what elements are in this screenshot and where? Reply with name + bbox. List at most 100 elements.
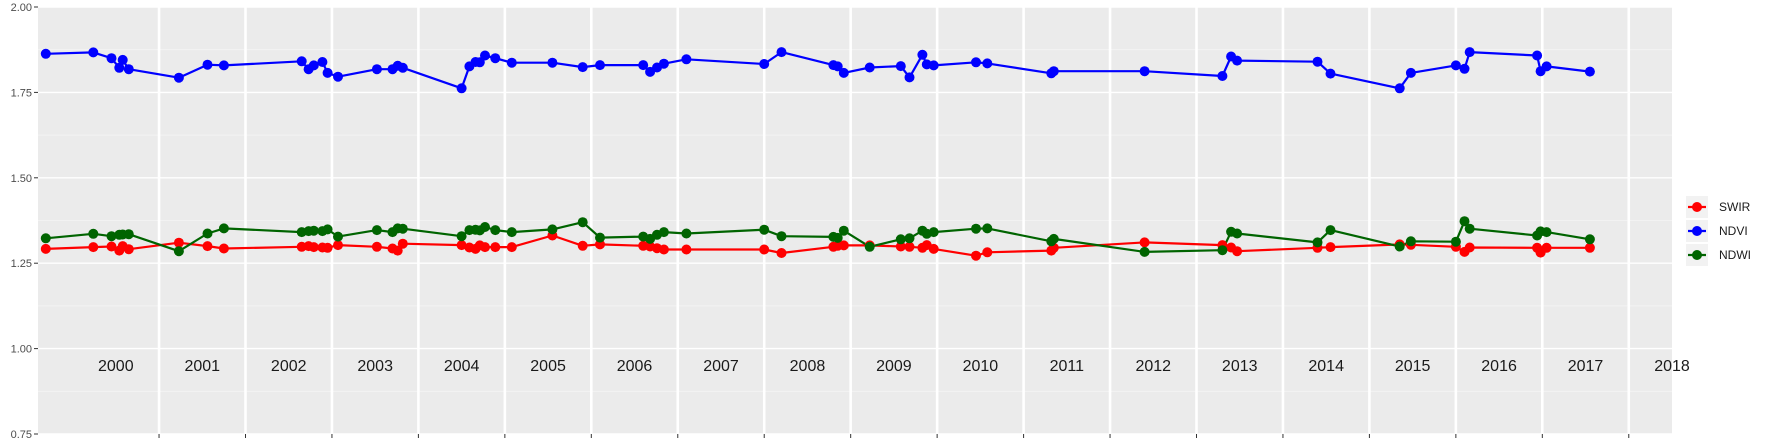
swir-point (456, 240, 467, 251)
ndvi-point (928, 60, 939, 71)
year-label: 2004 (444, 358, 480, 375)
swir-point (982, 247, 993, 258)
ndwi-point (577, 217, 588, 228)
swir-point (218, 243, 229, 254)
ndwi-point (308, 225, 319, 236)
ndwi-point (480, 222, 490, 232)
ndvi-point (88, 47, 99, 58)
year-label: 2011 (1050, 358, 1085, 375)
ndvi-point (397, 62, 408, 73)
ndvi-point (904, 72, 915, 83)
ndwi-point (832, 232, 843, 243)
year-label: 2008 (790, 358, 826, 375)
swir-point (928, 243, 939, 254)
ndvi-point (1325, 68, 1336, 79)
ndvi-point (832, 61, 843, 72)
ndvi-point (1584, 66, 1595, 77)
ndwi-point (40, 233, 51, 244)
legend-key-ndvi (1692, 226, 1702, 236)
ndvi-point (371, 64, 382, 75)
swir-point (1584, 242, 1595, 253)
ndvi-point (317, 57, 328, 67)
swir-point (1139, 237, 1150, 248)
swir-point (123, 244, 134, 255)
ndwi-point (681, 228, 692, 239)
ndvi-point (1405, 67, 1416, 78)
ndwi-point (895, 234, 906, 245)
swir-point (333, 240, 343, 251)
ndwi-point (371, 225, 382, 236)
swir-point (490, 242, 501, 253)
y-tick-label: 1.00 (11, 344, 32, 356)
swir-point (1232, 246, 1243, 257)
ndwi-point (547, 224, 558, 235)
ndwi-point (759, 224, 770, 235)
ndwi-point (928, 227, 939, 238)
swir-point (322, 242, 333, 253)
year-label: 2017 (1568, 358, 1604, 375)
y-tick-label: 1.75 (11, 87, 32, 99)
legend: SWIR NDVI NDWI (1686, 196, 1751, 266)
y-tick-label: 1.50 (11, 173, 32, 185)
ndwi-point (864, 241, 875, 252)
ndvi-point (638, 60, 649, 71)
ndwi-point (1217, 245, 1228, 256)
ndwi-point (1232, 228, 1243, 239)
ndvi-point (1232, 55, 1243, 66)
swir-point (776, 248, 787, 258)
year-label: 2003 (357, 358, 393, 375)
ndwi-point (1405, 236, 1416, 247)
swir-point (895, 241, 906, 252)
swir-point (88, 242, 99, 253)
year-label: 2015 (1395, 358, 1431, 375)
ndvi-point (595, 60, 605, 71)
ndvi-point (547, 57, 558, 68)
ndvi-point (1541, 61, 1552, 72)
year-label: 2006 (617, 358, 653, 375)
ndwi-point (456, 231, 467, 242)
ndwi-point (1139, 246, 1150, 257)
ndvi-point (895, 61, 906, 72)
ndvi-point (1048, 66, 1059, 77)
ndvi-point (1312, 56, 1323, 67)
ndwi-point (1584, 234, 1595, 245)
ndwi-point (838, 225, 849, 236)
swir-point (40, 243, 51, 254)
swir-point (397, 238, 408, 249)
ndvi-point (838, 67, 849, 78)
ndwi-point (1459, 216, 1470, 227)
year-label: 2016 (1481, 358, 1517, 375)
grid-minor (38, 49, 1672, 392)
ndvi-point (117, 54, 128, 65)
ndvi-point (982, 58, 993, 69)
ndvi-point (776, 47, 787, 58)
ndwi-point (971, 223, 981, 234)
legend-key-swir (1692, 202, 1702, 212)
y-tick-label: 0.75 (11, 429, 32, 441)
swir-point (1464, 242, 1475, 253)
ndvi-point (296, 56, 307, 67)
ndwi-point (173, 246, 184, 257)
ndwi-point (397, 223, 408, 234)
year-label: 2002 (271, 358, 307, 375)
ndwi-point (88, 228, 99, 239)
ndvi-point (490, 53, 501, 64)
ndvi-point (173, 72, 184, 83)
ndwi-point (202, 228, 213, 239)
ndwi-point (776, 231, 787, 242)
ndvi-point (1217, 71, 1228, 81)
swir-point (577, 240, 588, 251)
y-axis: 0.75 1.00 1.25 1.50 1.75 2.00 (11, 2, 38, 441)
ndwi-point (218, 223, 229, 234)
swir-point (308, 242, 319, 253)
swir-point (1325, 242, 1336, 253)
ndwi-point (1325, 225, 1336, 236)
ndvi-point (1459, 63, 1470, 74)
ndvi-point (480, 50, 490, 61)
ndwi-point (490, 225, 501, 236)
ndwi-point (322, 224, 333, 235)
swir-point (480, 242, 490, 253)
swir-point (371, 241, 382, 252)
year-label: 2012 (1135, 358, 1171, 375)
year-label: 2001 (184, 358, 220, 375)
